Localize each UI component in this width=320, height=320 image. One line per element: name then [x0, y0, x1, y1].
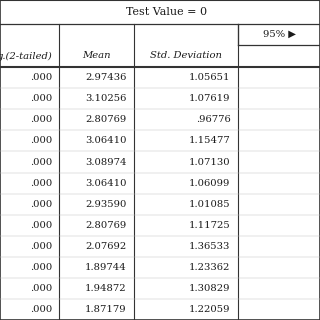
Text: .000: .000: [30, 73, 53, 82]
Text: 1.94872: 1.94872: [85, 284, 126, 293]
Text: 1.22059: 1.22059: [189, 305, 230, 314]
Text: 1.07619: 1.07619: [189, 94, 230, 103]
Text: g.(2-tailed): g.(2-tailed): [0, 52, 53, 60]
Text: 3.06410: 3.06410: [85, 136, 126, 145]
Text: 2.80769: 2.80769: [85, 116, 126, 124]
Text: 2.93590: 2.93590: [85, 200, 126, 209]
Text: 1.30829: 1.30829: [189, 284, 230, 293]
Text: .000: .000: [30, 263, 53, 272]
Text: 1.06099: 1.06099: [189, 179, 230, 188]
Text: Mean: Mean: [83, 52, 111, 60]
Text: 2.80769: 2.80769: [85, 221, 126, 230]
Text: .96776: .96776: [196, 116, 230, 124]
Text: 1.11725: 1.11725: [189, 221, 230, 230]
Text: 2.97436: 2.97436: [85, 73, 126, 82]
Text: 1.36533: 1.36533: [189, 242, 230, 251]
Text: 1.23362: 1.23362: [189, 263, 230, 272]
Text: Test Value = 0: Test Value = 0: [126, 7, 207, 17]
Text: 1.01085: 1.01085: [189, 200, 230, 209]
Text: Std. Deviation: Std. Deviation: [150, 52, 222, 60]
Text: 3.10256: 3.10256: [85, 94, 126, 103]
Text: .000: .000: [30, 221, 53, 230]
Text: 1.05651: 1.05651: [189, 73, 230, 82]
Text: 3.08974: 3.08974: [85, 157, 126, 166]
Text: 2.07692: 2.07692: [85, 242, 126, 251]
Text: 1.89744: 1.89744: [85, 263, 126, 272]
Text: 1.87179: 1.87179: [85, 305, 126, 314]
Text: 95% ▶: 95% ▶: [263, 30, 296, 39]
Text: .000: .000: [30, 136, 53, 145]
Text: .000: .000: [30, 157, 53, 166]
Text: .000: .000: [30, 116, 53, 124]
Text: .000: .000: [30, 242, 53, 251]
Text: 3.06410: 3.06410: [85, 179, 126, 188]
Text: .000: .000: [30, 179, 53, 188]
Text: .000: .000: [30, 284, 53, 293]
Text: 1.15477: 1.15477: [189, 136, 230, 145]
Text: .000: .000: [30, 94, 53, 103]
Text: .000: .000: [30, 200, 53, 209]
Text: .000: .000: [30, 305, 53, 314]
Text: 1.07130: 1.07130: [189, 157, 230, 166]
